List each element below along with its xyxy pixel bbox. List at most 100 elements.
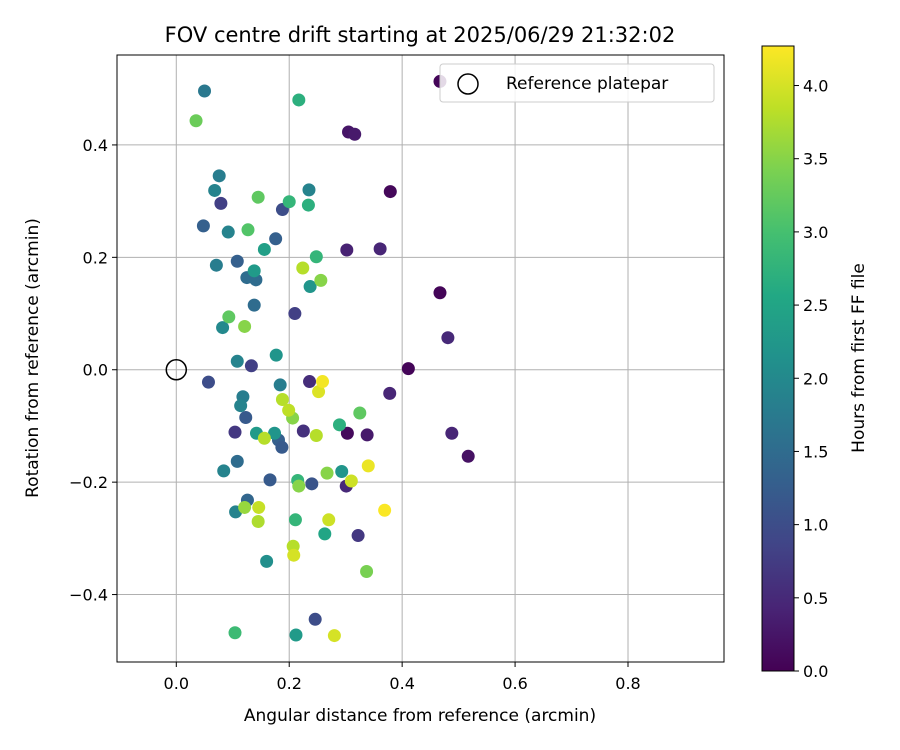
plot-frame	[116, 54, 725, 663]
y-axis-ticks: −0.4 −0.2 0.0 0.2 0.4	[69, 136, 117, 605]
data-point	[383, 185, 397, 199]
data-point	[292, 479, 306, 493]
data-point	[378, 503, 392, 517]
colorbar-tick-label: 3.0	[803, 223, 828, 242]
colorbar-tick-label: 0.5	[803, 589, 828, 608]
data-point	[252, 500, 266, 514]
y-tick-label: −0.4	[69, 586, 108, 605]
data-point	[287, 548, 301, 562]
colorbar-tick-label: 3.5	[803, 150, 828, 169]
data-point	[292, 93, 306, 107]
data-point	[335, 464, 349, 478]
data-point	[348, 127, 362, 141]
data-point	[230, 254, 244, 268]
colorbar-label: Hours from first FF file	[849, 263, 869, 453]
data-point	[288, 307, 302, 321]
data-point	[461, 449, 475, 463]
x-tick-label: 0.2	[276, 674, 301, 693]
data-point	[257, 431, 271, 445]
data-point	[312, 385, 326, 399]
data-point	[196, 219, 210, 233]
data-point	[282, 195, 296, 209]
data-point	[445, 426, 459, 440]
data-point	[230, 354, 244, 368]
y-tick-label: 0.2	[83, 248, 108, 267]
data-point	[344, 474, 358, 488]
legend-box	[439, 63, 715, 103]
data-point	[201, 375, 215, 389]
data-point	[228, 425, 242, 439]
colorbar-ticks: 0.0 0.5 1.0 1.5 2.0 2.5 3.0 3.5 4.0	[794, 77, 828, 681]
x-tick-label: 0.8	[615, 674, 640, 693]
chart-title: FOV centre drift starting at 2025/06/29 …	[165, 23, 676, 47]
data-point	[212, 169, 226, 183]
data-point	[273, 378, 287, 392]
data-point	[433, 286, 447, 300]
colorbar-tick-label: 4.0	[803, 77, 828, 96]
data-point	[260, 554, 274, 568]
x-axis-ticks: 0.0 0.2 0.4 0.6 0.8	[164, 662, 641, 693]
data-point	[318, 527, 332, 541]
colorbar: 0.0 0.5 1.0 1.5 2.0 2.5 3.0 3.5 4.0 Hours from f…	[761, 45, 869, 681]
data-point	[251, 190, 265, 204]
data-point	[320, 466, 334, 480]
data-point	[302, 183, 316, 197]
colorbar-tick-label: 2.0	[803, 369, 828, 388]
data-point	[288, 513, 302, 527]
data-point	[373, 242, 387, 256]
data-point	[263, 473, 277, 487]
data-point	[241, 223, 255, 237]
data-point	[222, 310, 236, 324]
data-point	[296, 261, 310, 275]
data-point	[332, 418, 346, 432]
data-point	[238, 319, 252, 333]
grid	[117, 55, 724, 662]
colorbar-tick-label: 1.0	[803, 516, 828, 535]
data-point	[257, 242, 271, 256]
data-point	[244, 359, 258, 373]
data-point	[268, 426, 282, 440]
data-point	[247, 264, 261, 278]
data-point	[322, 513, 336, 527]
data-point	[221, 225, 235, 239]
data-point	[189, 114, 203, 128]
data-point	[269, 232, 283, 246]
legend: Reference platepar	[439, 63, 715, 103]
data-point	[351, 529, 365, 543]
data-point	[238, 500, 252, 514]
data-point	[401, 362, 415, 376]
data-point	[327, 629, 341, 643]
data-point	[209, 258, 223, 272]
data-point	[214, 196, 228, 210]
data-point	[296, 424, 310, 438]
colorbar-tick-label: 0.0	[803, 662, 828, 681]
data-point	[360, 565, 374, 579]
x-tick-label: 0.0	[164, 674, 189, 693]
data-point	[360, 428, 374, 442]
data-point	[289, 628, 303, 642]
legend-marker-icon	[457, 73, 479, 95]
data-point	[230, 454, 244, 468]
x-tick-label: 0.4	[389, 674, 414, 693]
data-point	[314, 273, 328, 287]
data-point	[353, 406, 367, 420]
y-tick-label: 0.0	[83, 361, 108, 380]
data-point	[309, 250, 323, 264]
data-point	[228, 626, 242, 640]
data-point	[208, 183, 222, 197]
data-point	[309, 428, 323, 442]
colorbar-gradient	[761, 45, 795, 672]
reference-platepar-marker	[165, 358, 188, 381]
data-point	[340, 243, 354, 257]
x-axis-label: Angular distance from reference (arcmin)	[244, 706, 596, 726]
data-point	[275, 393, 289, 407]
y-tick-label: −0.2	[69, 473, 108, 492]
colorbar-tick-label: 2.5	[803, 296, 828, 315]
data-point	[308, 612, 322, 626]
y-axis-label: Rotation from reference (arcmin)	[23, 218, 43, 498]
data-point	[316, 375, 330, 389]
legend-entry-reference-platepar: Reference platepar	[506, 74, 668, 94]
data-point	[303, 280, 317, 294]
x-tick-label: 0.6	[502, 674, 527, 693]
